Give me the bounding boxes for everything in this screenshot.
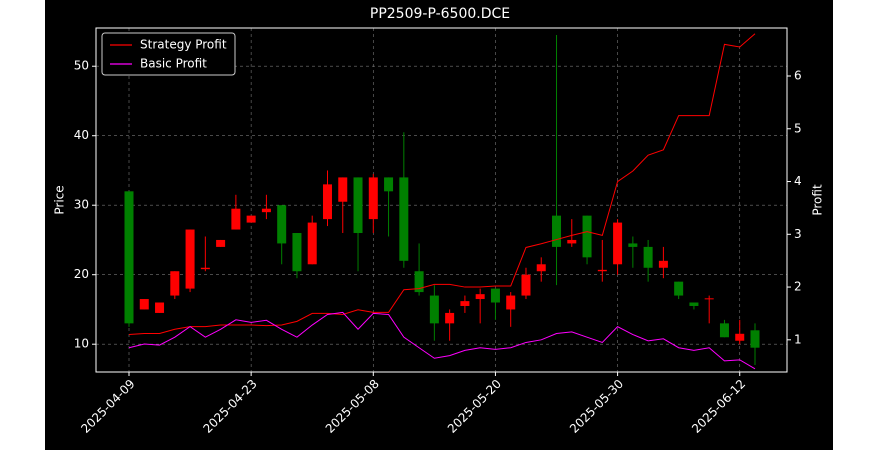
y2-tick-label: 5 [794,121,802,135]
candle-body [170,271,180,296]
profit-line [128,33,756,336]
candle-body [689,302,699,306]
candle-body [582,215,592,258]
candle-body [124,191,134,324]
y-tick-label: 50 [74,59,89,73]
candle-body [613,222,623,265]
y-tick-label: 40 [74,128,89,142]
candle-body [658,260,668,268]
y-axis-label: Price [53,185,67,214]
candle-body [246,215,256,223]
candle-body [521,274,531,296]
candle-body [307,222,317,265]
candle-body [628,243,638,247]
candle-body [185,229,195,289]
y-tick-label: 10 [74,337,89,351]
axes-frame [95,27,788,373]
candle-body [353,177,363,234]
candle-body [216,239,226,247]
candle-body [338,177,348,202]
candle-body [261,208,271,213]
candle-body [506,295,516,310]
y2-tick-label: 3 [794,227,802,241]
candle-body [429,295,439,324]
candle-body [567,239,577,244]
candle-body [277,205,287,244]
candle-body [674,281,684,296]
candle-body [735,333,745,341]
legend-label: Basic Profit [140,57,207,71]
y2-axis-label: Profit [811,184,825,216]
candle-body [719,323,729,338]
y2-tick-label: 1 [794,332,802,346]
candle-body [399,177,409,261]
candle-body [490,288,500,303]
candle-body [460,301,470,306]
y-tick-label: 20 [74,267,89,281]
candle-body [475,294,485,300]
candle-body [552,215,562,247]
candle-body [384,177,394,192]
candle-body [643,246,653,268]
candle-body [368,177,378,220]
candle-body [750,330,760,348]
candle-body [597,269,607,272]
profit-line [128,311,756,370]
candle-body [414,271,424,293]
y2-tick-label: 2 [794,280,802,294]
legend-label: Strategy Profit [140,38,227,52]
candle-body [322,184,332,220]
y2-tick-label: 6 [794,69,802,83]
candle-body [445,312,455,324]
y-tick-label: 30 [74,198,89,212]
legend-box [101,32,236,76]
candle-body [231,208,241,230]
candle-body [292,233,302,272]
candle-body [200,267,210,270]
candle-body [139,299,149,310]
candle-body [536,264,546,272]
chart-title: PP2509-P-6500.DCE [370,6,510,22]
candle-body [155,302,165,313]
candle-body [704,298,714,300]
y2-tick-label: 4 [794,174,802,188]
